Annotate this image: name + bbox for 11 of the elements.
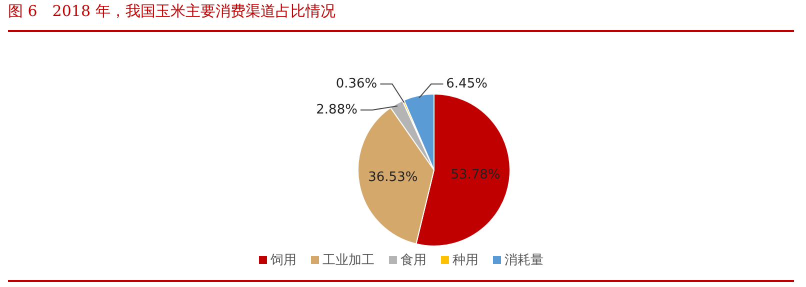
legend-label: 消耗量 — [504, 252, 544, 269]
legend-label: 食用 — [400, 252, 426, 269]
data-label: 36.53% — [368, 170, 418, 186]
legend-label: 种用 — [452, 252, 478, 269]
data-label: 6.45% — [446, 76, 488, 92]
data-label: 53.78% — [450, 167, 500, 182]
data-label: 0.36% — [336, 76, 378, 92]
legend-label: 工业加工 — [322, 252, 374, 269]
legend-label: 饲用 — [270, 252, 296, 269]
chart-title: 图 6 2018 年，我国玉米主要消费渠道占比情况 — [8, 2, 336, 21]
data-label: 2.88% — [316, 102, 358, 118]
